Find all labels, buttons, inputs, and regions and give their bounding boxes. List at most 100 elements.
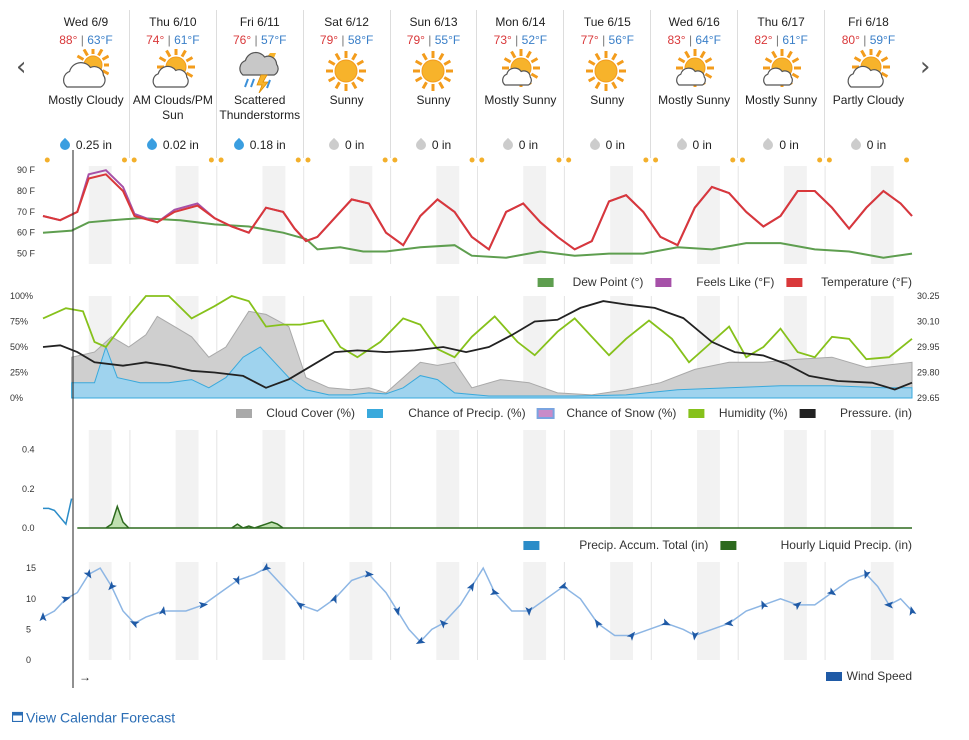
prev-arrow-button[interactable]: ‹ — [16, 52, 27, 82]
y2-tick-label: 29.80 — [917, 368, 940, 378]
night-band — [436, 562, 460, 660]
day-precip: 0 in — [651, 137, 737, 153]
day-name: Sat 6/12 — [324, 15, 369, 29]
wind-direction-arrow — [792, 601, 802, 611]
day-temps: 80° | 59°F — [841, 33, 896, 47]
view-calendar-forecast-link[interactable]: View Calendar Forecast — [11, 708, 176, 726]
legend-swatch — [537, 278, 554, 287]
sunny-icon — [325, 51, 366, 91]
view-calendar-forecast-label: View Calendar Forecast — [26, 709, 176, 726]
y-tick-label: 60 F — [17, 228, 36, 238]
day-name: Wed 6/9 — [63, 15, 109, 29]
wind-direction-arrow — [724, 619, 734, 627]
series-line — [42, 173, 913, 251]
day-column[interactable]: Sat 6/12 79° | 58°F Sunny 0 in — [304, 10, 391, 158]
night-band — [783, 562, 807, 660]
sunny-icon — [586, 51, 627, 91]
mostly-sunny-icon — [676, 49, 715, 87]
sunset-marker — [469, 157, 475, 163]
night-band — [610, 166, 634, 264]
y2-tick-label: 30.25 — [917, 291, 940, 301]
sunset-marker — [121, 157, 127, 163]
day-precip: 0.25 in — [43, 137, 129, 153]
night-band — [349, 430, 373, 528]
sunrise-marker — [392, 157, 398, 163]
legend-swatch — [720, 541, 737, 550]
legend-swatch — [688, 409, 705, 418]
legend-swatch — [236, 409, 252, 418]
wind-direction-arrow — [262, 562, 272, 572]
next-arrow-button[interactable]: › — [920, 52, 931, 82]
day-precip: 0.02 in — [130, 137, 216, 153]
day-column[interactable]: Thu 6/17 82° | 61°F Mostly Sunny 0 in — [738, 10, 826, 158]
wind-direction-arrow — [594, 619, 603, 629]
day-column[interactable]: Wed 6/16 83° | 64°F Mostly Sunny 0 in — [651, 10, 739, 158]
day-temps: 74° | 61°F — [146, 33, 200, 47]
y-tick-label: 90 F — [17, 165, 36, 175]
night-band — [436, 430, 460, 528]
y-tick-label: 0.4 — [22, 445, 35, 455]
sunrise-marker — [218, 157, 224, 163]
wind-direction-arrow — [909, 606, 917, 616]
sunset-marker — [556, 157, 562, 163]
wind-direction-arrow — [415, 636, 426, 644]
sunrise-marker — [305, 157, 311, 163]
legend-swatch — [367, 409, 383, 418]
y-tick-label: 0 — [26, 655, 31, 665]
legend-label: Chance of Precip. (%) — [408, 406, 525, 420]
wind-direction-arrow — [198, 601, 209, 609]
night-band — [523, 562, 547, 660]
sunset-marker — [643, 157, 649, 163]
sunrise-marker — [131, 157, 137, 163]
night-band — [262, 166, 286, 264]
mostly-sunny-icon — [502, 49, 541, 87]
day-column[interactable]: Fri 6/18 80° | 59°F Partly Cloudy 0 in — [825, 10, 912, 158]
humidity-line — [42, 295, 913, 364]
y-tick-label: 80 F — [17, 186, 36, 196]
thunderstorm-icon — [239, 51, 279, 94]
night-band — [436, 166, 460, 264]
night-band — [349, 166, 373, 264]
sunset-marker — [730, 157, 736, 163]
wind-direction-arrow — [232, 575, 240, 586]
y-tick-label: 10 — [26, 594, 36, 604]
sunrise-marker — [479, 157, 485, 163]
sunny-icon — [412, 51, 453, 91]
day-temps: 79° | 58°F — [319, 33, 374, 47]
day-column[interactable]: Thu 6/10 74° | 61°F AM Clouds/PM Sun 0.0… — [130, 10, 217, 158]
night-band — [697, 166, 720, 264]
night-band — [610, 430, 634, 528]
y-tick-label: 0.0 — [22, 523, 35, 533]
wind-direction-arrow — [158, 606, 166, 616]
y-tick-label: 50 F — [17, 249, 36, 259]
day-name: Thu 6/10 — [149, 15, 197, 29]
day-precip: 0 in — [304, 137, 390, 153]
legend-label: Chance of Snow (%) — [566, 406, 676, 420]
calendar-icon — [11, 711, 24, 723]
day-column[interactable]: Mon 6/14 73° | 52°F Mostly Sunny 0 in — [477, 10, 565, 158]
y-tick-label: 100% — [10, 291, 33, 301]
day-column[interactable]: Sun 6/13 79° | 55°F Sunny 0 in — [391, 10, 478, 158]
night-band — [697, 430, 720, 528]
day-column[interactable]: Fri 6/11 76° | 57°F Scattered Thundersto… — [217, 10, 304, 158]
night-band — [783, 430, 807, 528]
y-tick-label: 0% — [10, 393, 23, 403]
forecast-charts: 50 F 60 F 70 F 80 F 90 F Temperature (°F) Feel… — [10, 150, 940, 688]
day-precip: 0 in — [391, 137, 477, 153]
day-precip: 0 in — [564, 137, 650, 153]
sunrise-marker — [653, 157, 659, 163]
y2-tick-label: 29.95 — [917, 342, 940, 352]
night-band — [870, 166, 894, 264]
precip-chance-area — [71, 345, 913, 399]
day-condition: Sunny — [329, 93, 364, 107]
day-name: Mon 6/14 — [495, 15, 546, 29]
day-column[interactable]: Wed 6/9 88° | 63°F Mostly Cloudy 0.25 in — [43, 10, 130, 158]
day-name: Tue 6/15 — [583, 15, 631, 29]
wind-speed-line — [42, 566, 913, 643]
legend-swatch — [799, 409, 816, 418]
day-temps: 79° | 55°F — [406, 33, 461, 47]
day-column[interactable]: Tue 6/15 77° | 56°F Sunny 0 in — [564, 10, 652, 158]
sunrise-marker — [739, 157, 745, 163]
y-tick-label: 15 — [26, 563, 36, 573]
wind-direction-arrow — [296, 601, 306, 611]
